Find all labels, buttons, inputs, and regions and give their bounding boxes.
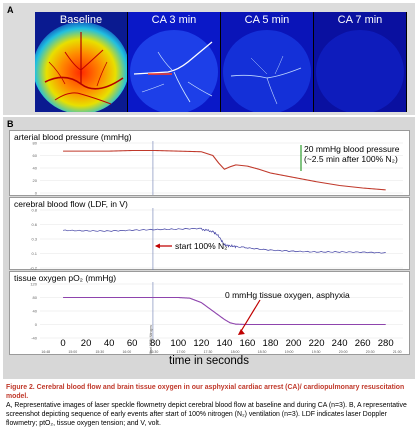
start-arrow-head — [154, 243, 160, 249]
ca7-heatmap — [314, 12, 406, 112]
time-tick-label: 17:00 — [176, 350, 186, 354]
y-tick-label: 0 — [35, 191, 38, 196]
x-tick-label: 80 — [149, 338, 161, 349]
y-tick-label: 0.3 — [31, 237, 37, 242]
bp-chart-title: arterial blood pressure (mmHg) — [14, 132, 132, 142]
pto2-chart: 120 80 40 0 -40 Start 100% Nitrogen tissue ox… — [9, 271, 410, 355]
time-tick-label: 16:00 — [122, 350, 132, 354]
time-tick-label: 19:00 — [284, 350, 294, 354]
x-tick-label: 180 — [262, 338, 279, 349]
panel-a-letter: A — [7, 5, 14, 15]
x-tick-label: 280 — [377, 338, 394, 349]
bp-annotation: 20 mmHg blood pressure (~2.5 min after 1… — [304, 144, 399, 164]
time-tick-label: 17:30 — [203, 350, 213, 354]
image-title: Baseline — [59, 14, 103, 26]
y-tick-label: 0.8 — [31, 208, 37, 213]
y-tick-label: 60 — [33, 153, 38, 158]
start-n2-annotation: start 100% N₂ — [175, 241, 228, 251]
panel-b: B 80 60 40 20 0 arterial blood pressure (mmH… — [3, 117, 415, 379]
x-tick-label: 240 — [331, 338, 348, 349]
panel-a: A — [3, 3, 415, 115]
asphyxia-arrow-head — [237, 329, 245, 335]
x-tick-label: 220 — [308, 338, 325, 349]
image-title: CA 7 min — [337, 14, 383, 26]
time-tick-label: 20:00 — [338, 350, 348, 354]
figure-caption: Figure 2. Cerebral blood flow and brain … — [6, 383, 414, 428]
cbf-chart-title: cerebral blood flow (LDF, in V) — [14, 199, 128, 209]
caption-body: A, Representative images of laser speckl… — [6, 402, 407, 427]
bp-annotation-line2: (~2.5 min after 100% N₂) — [304, 154, 398, 165]
y-tick-label: 40 — [33, 309, 38, 314]
y-tick-label: 0 — [35, 322, 38, 327]
baseline-heatmap — [35, 12, 127, 112]
time-tick-label: 18:00 — [230, 350, 240, 354]
figure: A — [3, 3, 415, 379]
image-title: CA 5 min — [244, 14, 290, 26]
x-tick-label: 140 — [216, 338, 233, 349]
x-tick-label: 160 — [239, 338, 256, 349]
bp-chart: 80 60 40 20 0 arterial blood pressure (mmHg)… — [9, 130, 410, 196]
asphyxia-annotation: 0 mmHg tissue oxygen, asphyxia — [225, 290, 350, 300]
caption-title: Figure 2. Cerebral blood flow and brain … — [6, 384, 405, 400]
x-tick-label: 260 — [354, 338, 371, 349]
y-tick-label: 20 — [33, 178, 38, 183]
x-tick-label: 200 — [285, 338, 302, 349]
lsf-image-ca3: CA 3 min — [128, 12, 220, 112]
ca5-heatmap — [221, 12, 313, 112]
time-tick-label: 15:30 — [95, 350, 105, 354]
y-tick-label: 0.6 — [31, 222, 37, 227]
pto2-chart-title: tissue oxygen pO₂ (mmHg) — [14, 273, 117, 283]
cbf-plot: 0.8 0.6 0.3 0.1 -0.2 — [30, 208, 403, 271]
image-title: CA 3 min — [151, 14, 197, 26]
x-axis-label: time in seconds — [169, 355, 249, 367]
time-tick-label: 16:30 — [149, 350, 159, 354]
y-tick-label: 0.1 — [31, 251, 37, 256]
time-tick-label: 21:00 — [392, 350, 402, 354]
y-tick-label: 80 — [33, 141, 38, 146]
y-tick-label: 80 — [33, 295, 38, 300]
bp-plot: 80 60 40 20 0 — [33, 141, 403, 196]
pto2-plot: 120 80 40 0 -40 Start 100% Nitrogen — [30, 282, 403, 354]
x-tick-label: 20 — [80, 338, 92, 349]
y-tick-label: -40 — [31, 336, 38, 341]
time-tick-label: 15:00 — [68, 350, 78, 354]
lsf-image-row: Baseline CA 3 min — [35, 12, 407, 112]
time-tick-label: 19:30 — [311, 350, 321, 354]
event-marker-label: Start 100% Nitrogen — [149, 325, 153, 354]
x-tick-label: 40 — [103, 338, 115, 349]
y-tick-label: 40 — [33, 166, 38, 171]
x-tick-label: 100 — [170, 338, 187, 349]
panel-b-letter: B — [7, 119, 14, 129]
x-tick-label: 120 — [193, 338, 210, 349]
x-tick-label: 60 — [126, 338, 138, 349]
y-tick-label: -0.2 — [30, 266, 38, 271]
series-line — [63, 149, 386, 191]
time-tick-label: 18:30 — [257, 350, 267, 354]
lsf-image-baseline: Baseline — [35, 12, 127, 112]
cbf-chart: 0.8 0.6 0.3 0.1 -0.2 cerebral blood flow (LD… — [9, 197, 410, 271]
bp-annotation-line1: 20 mmHg blood pressure — [304, 144, 400, 154]
lsf-image-ca5: CA 5 min — [221, 12, 313, 112]
series-line — [62, 227, 386, 254]
lsf-image-ca7: CA 7 min — [314, 12, 406, 112]
y-tick-label: 120 — [30, 282, 37, 287]
time-tick-label: 20:30 — [365, 350, 375, 354]
x-tick-label: 0 — [60, 338, 66, 349]
time-tick-label: 16:48 — [41, 350, 51, 354]
asphyxia-arrow — [239, 299, 261, 334]
ca3-heatmap — [128, 12, 220, 112]
